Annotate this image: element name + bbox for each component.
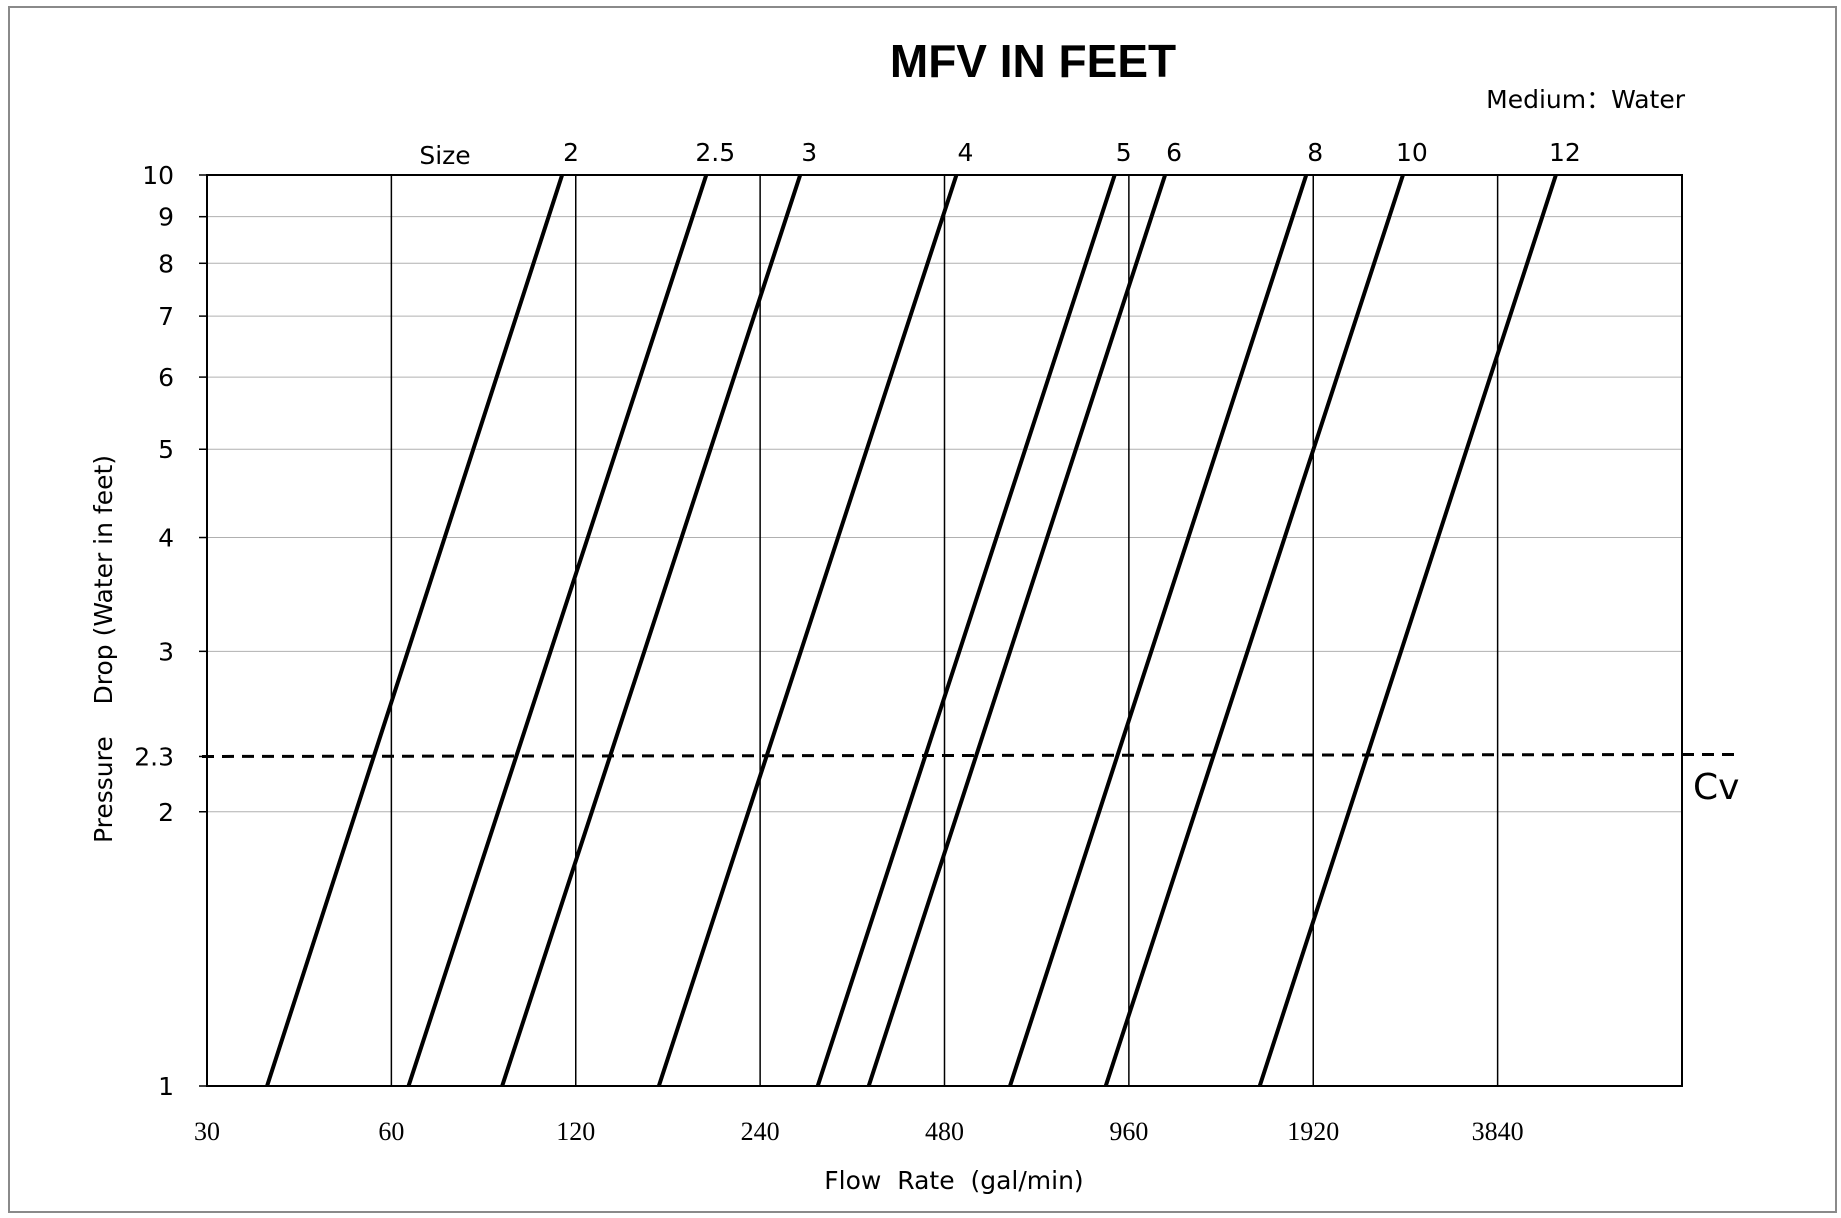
chart-frame <box>8 6 1837 1213</box>
series-group: 2 2.5 3 4 5 6 8 10 12 <box>265 138 1581 1087</box>
x-tick-label: 960 <box>1109 1117 1148 1146</box>
size-line-3 <box>500 174 803 1087</box>
size-label-5: 5 <box>1116 138 1132 167</box>
medium-label: Medium：Water <box>1486 85 1686 114</box>
size-line-2 <box>265 174 565 1087</box>
y-tick-label: 4 <box>158 524 174 553</box>
x-tick-label: 60 <box>378 1117 404 1146</box>
size-label-2: 2 <box>563 138 579 167</box>
size-line-2-5 <box>406 174 709 1087</box>
size-line-10 <box>1103 174 1405 1087</box>
size-label-12: 12 <box>1549 138 1581 167</box>
plot-area <box>206 174 1683 1087</box>
size-label-8: 8 <box>1307 138 1323 167</box>
y-tick-label: 9 <box>158 203 174 232</box>
size-label-6: 6 <box>1166 138 1182 167</box>
size-label-3: 3 <box>801 138 817 167</box>
y-tick-label: 1 <box>158 1072 174 1101</box>
chart-title: MFV IN FEET <box>890 35 1176 87</box>
x-axis-label: Flow Rate (gal/min) <box>824 1166 1083 1195</box>
x-tick-label: 480 <box>925 1117 964 1146</box>
y-tick-label: 7 <box>158 302 174 331</box>
size-line-5 <box>815 174 1117 1087</box>
y-tick-label: 10 <box>142 161 174 190</box>
y-tick-label: 2 <box>158 798 174 827</box>
cv-label: Cv <box>1693 767 1739 808</box>
reference-line-group <box>201 752 1739 758</box>
size-line-4 <box>656 174 959 1087</box>
size-line-8 <box>1008 174 1309 1087</box>
y-tick-label: 5 <box>158 435 174 464</box>
y-tick-label: 8 <box>158 249 174 278</box>
x-tick-label: 240 <box>741 1117 780 1146</box>
size-header: Size <box>419 141 470 170</box>
size-label-10: 10 <box>1396 138 1428 167</box>
size-label-2-5: 2.5 <box>695 138 735 167</box>
x-tick-label: 3840 <box>1472 1117 1524 1146</box>
y-tick-label: 2.3 <box>134 742 174 771</box>
x-axis-ticks: 30 60 120 240 480 960 1920 3840 <box>194 1117 1524 1146</box>
size-line-6 <box>866 174 1167 1087</box>
x-tick-label: 1920 <box>1287 1117 1339 1146</box>
y-axis-label: Pressure Drop (Water in feet) <box>89 455 118 843</box>
x-tick-label: 120 <box>556 1117 595 1146</box>
size-label-4: 4 <box>957 138 973 167</box>
size-line-12 <box>1257 174 1558 1087</box>
cv-reference-line <box>201 752 1739 758</box>
y-tick-label: 3 <box>158 637 174 666</box>
grid <box>207 175 1682 1086</box>
x-tick-label: 30 <box>194 1117 220 1146</box>
y-axis-ticks: 1 2 2.3 3 4 5 6 7 8 9 10 <box>134 161 207 1101</box>
y-tick-label: 6 <box>158 363 174 392</box>
